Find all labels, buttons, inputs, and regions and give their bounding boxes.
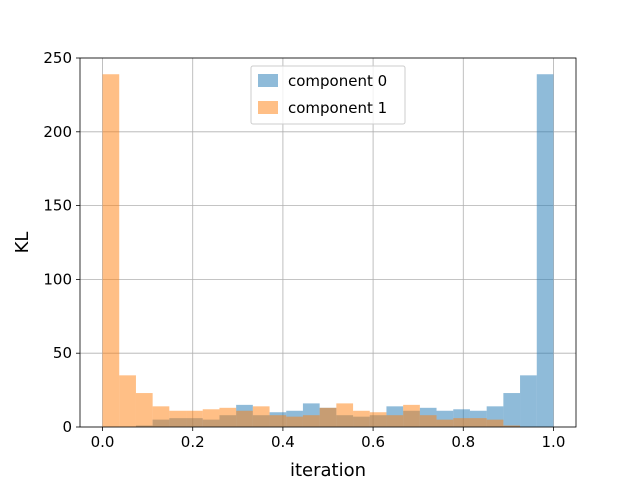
bar-series-1-bin-15 (353, 410, 370, 427)
x-tick-label-5: 1.0 (542, 433, 566, 451)
bar-series-1-bin-19 (419, 415, 437, 427)
bar-series-1-bin-17 (386, 415, 404, 427)
bar-series-1-bin-10 (269, 415, 287, 427)
x-tick-label-0: 0.0 (91, 433, 115, 451)
y-tick-label-1: 50 (53, 344, 72, 362)
y-tick-label-2: 100 (43, 270, 72, 288)
y-tick-label-3: 150 (43, 197, 72, 215)
bar-series-1-bin-12 (302, 415, 320, 427)
bar-series-1-bin-18 (403, 404, 420, 427)
bar-series-0-bin-25 (520, 375, 537, 427)
x-tick-label-2: 0.4 (271, 433, 295, 451)
y-tick-label-4: 200 (43, 123, 72, 141)
bar-series-1-bin-21 (453, 418, 470, 427)
x-tick-label-1: 0.2 (181, 433, 205, 451)
y-axis-label: KL (12, 232, 33, 254)
bar-series-0-bin-26 (536, 74, 554, 428)
x-tick-label-4: 0.8 (451, 433, 475, 451)
legend-swatch-component-1 (258, 101, 278, 114)
bars (102, 74, 554, 428)
legend-label-component-1: component 1 (288, 99, 387, 117)
y-tick-label-5: 250 (43, 49, 72, 67)
bar-series-1-bin-11 (286, 416, 303, 427)
legend-label-component-0: component 0 (288, 72, 387, 90)
bar-series-1-bin-2 (135, 393, 153, 427)
bar-series-1-bin-3 (152, 406, 170, 427)
bar-series-1-bin-5 (186, 410, 203, 427)
bar-series-1-bin-1 (119, 375, 136, 427)
y-tick-label-0: 0 (62, 418, 72, 436)
axis-ticks: 0.0 0.2 0.4 0.6 0.8 1.0 0 50 100 150 200 250 (43, 49, 565, 451)
bar-series-1-bin-24 (503, 425, 521, 427)
bar-series-1-bin-13 (319, 407, 337, 427)
plot-frame (79, 57, 577, 428)
bar-series-1-bin-9 (252, 406, 270, 427)
bar-series-1-bin-4 (169, 410, 187, 427)
legend: component 0 component 1 (250, 65, 406, 125)
legend-box (250, 65, 406, 125)
bar-series-1-bin-7 (219, 407, 237, 427)
bar-series-0-bin-24 (503, 393, 521, 427)
bar-series-1-bin-23 (486, 419, 504, 427)
bar-series-1-bin-8 (236, 410, 253, 427)
x-axis-label: iteration (290, 460, 366, 480)
bar-series-1-bin-16 (369, 412, 387, 427)
bar-series-1-bin-0 (102, 74, 120, 428)
x-tick-label-3: 0.6 (361, 433, 385, 451)
legend-swatch-component-0 (258, 74, 278, 87)
bar-series-1-bin-22 (469, 418, 487, 427)
bar-series-1-bin-20 (436, 419, 454, 427)
bar-series-1-bin-14 (336, 403, 354, 427)
bar-series-1-bin-6 (202, 409, 220, 427)
